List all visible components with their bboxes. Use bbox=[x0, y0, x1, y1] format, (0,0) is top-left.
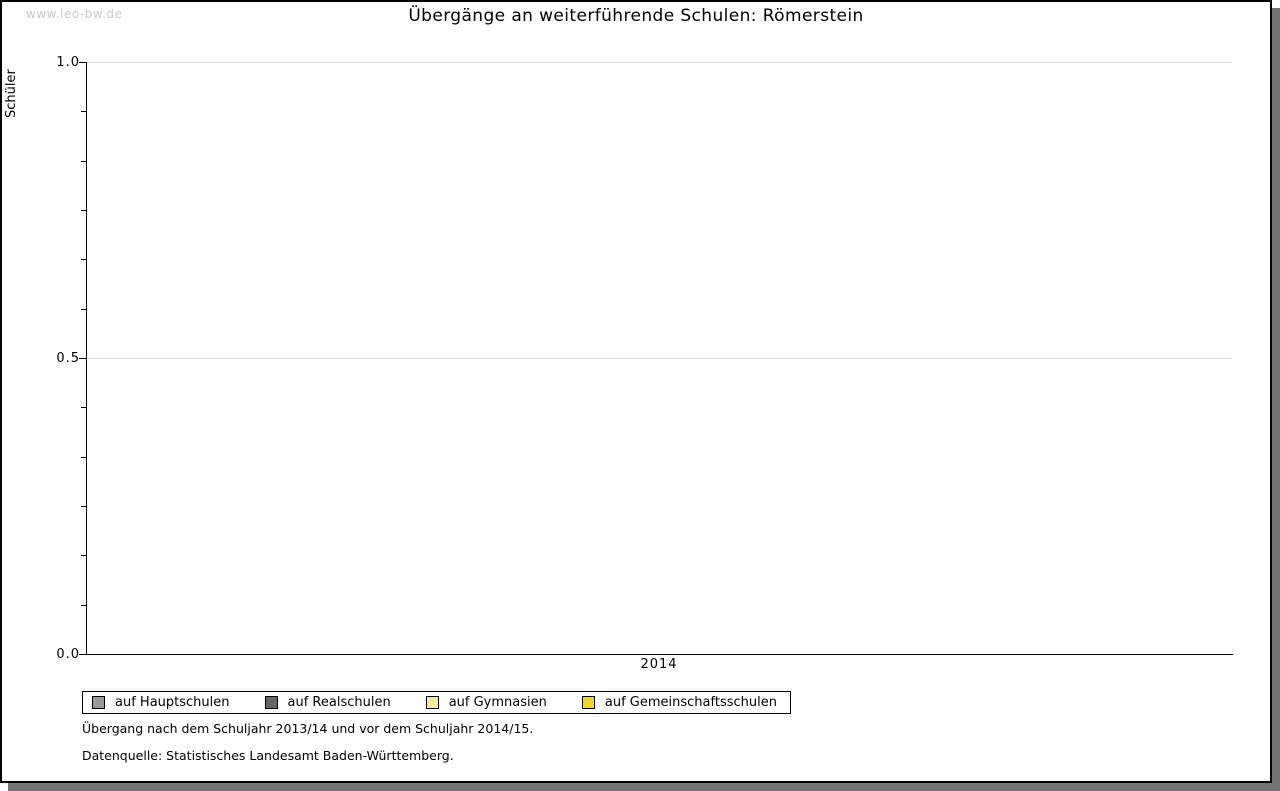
y-axis-major-tick bbox=[79, 358, 86, 359]
legend-item-gemeinschaftsschulen: auf Gemeinschaftsschulen bbox=[581, 695, 777, 710]
legend-label: auf Realschulen bbox=[287, 695, 391, 710]
legend-swatch-realschulen bbox=[264, 696, 278, 709]
y-axis-minor-tick bbox=[81, 407, 86, 408]
gridline-0.5 bbox=[87, 358, 1232, 359]
y-tick-label-0.0: 0.0 bbox=[56, 647, 80, 662]
watermark-url: www.leo-bw.de bbox=[26, 7, 123, 21]
y-axis-minor-tick bbox=[81, 309, 86, 310]
y-axis-minor-tick bbox=[81, 506, 86, 507]
page-drop-shadow-bottom bbox=[8, 783, 1280, 791]
legend-swatch-gymnasien bbox=[425, 696, 439, 709]
chart-legend: auf Hauptschulen auf Realschulen auf Gym… bbox=[82, 691, 791, 714]
y-axis-minor-tick bbox=[81, 210, 86, 211]
legend-label: auf Gymnasien bbox=[448, 695, 547, 710]
footnote-data-source: Datenquelle: Statistisches Landesamt Bad… bbox=[82, 748, 454, 763]
y-axis-minor-tick bbox=[81, 457, 86, 458]
legend-label: auf Hauptschulen bbox=[115, 695, 230, 710]
y-tick-label-1.0: 1.0 bbox=[56, 55, 80, 70]
y-axis-major-tick bbox=[79, 62, 86, 63]
legend-item-hauptschulen: auf Hauptschulen bbox=[92, 695, 230, 710]
x-axis-line bbox=[86, 654, 1233, 655]
y-tick-label-0.5: 0.5 bbox=[56, 351, 80, 366]
footnote-transition-period: Übergang nach dem Schuljahr 2013/14 und … bbox=[82, 721, 534, 736]
legend-swatch-gemeinschaftsschulen bbox=[581, 696, 595, 709]
gridline-1.0 bbox=[87, 62, 1232, 63]
y-axis-minor-tick bbox=[81, 605, 86, 606]
y-axis-minor-tick bbox=[81, 161, 86, 162]
chart-title: Übergänge an weiterführende Schulen: Röm… bbox=[408, 6, 864, 26]
legend-item-gymnasien: auf Gymnasien bbox=[425, 695, 547, 710]
page-drop-shadow-right bbox=[1272, 8, 1280, 791]
y-axis-minor-tick bbox=[81, 259, 86, 260]
legend-label: auf Gemeinschaftsschulen bbox=[604, 695, 777, 710]
y-axis-line bbox=[86, 62, 87, 655]
y-axis-minor-tick bbox=[81, 555, 86, 556]
y-axis-major-tick bbox=[79, 654, 86, 655]
y-axis-minor-tick bbox=[81, 111, 86, 112]
legend-item-realschulen: auf Realschulen bbox=[264, 695, 391, 710]
y-axis-title: Schüler bbox=[4, 69, 19, 119]
x-tick-label-2014: 2014 bbox=[640, 657, 678, 672]
legend-swatch-hauptschulen bbox=[92, 696, 105, 709]
